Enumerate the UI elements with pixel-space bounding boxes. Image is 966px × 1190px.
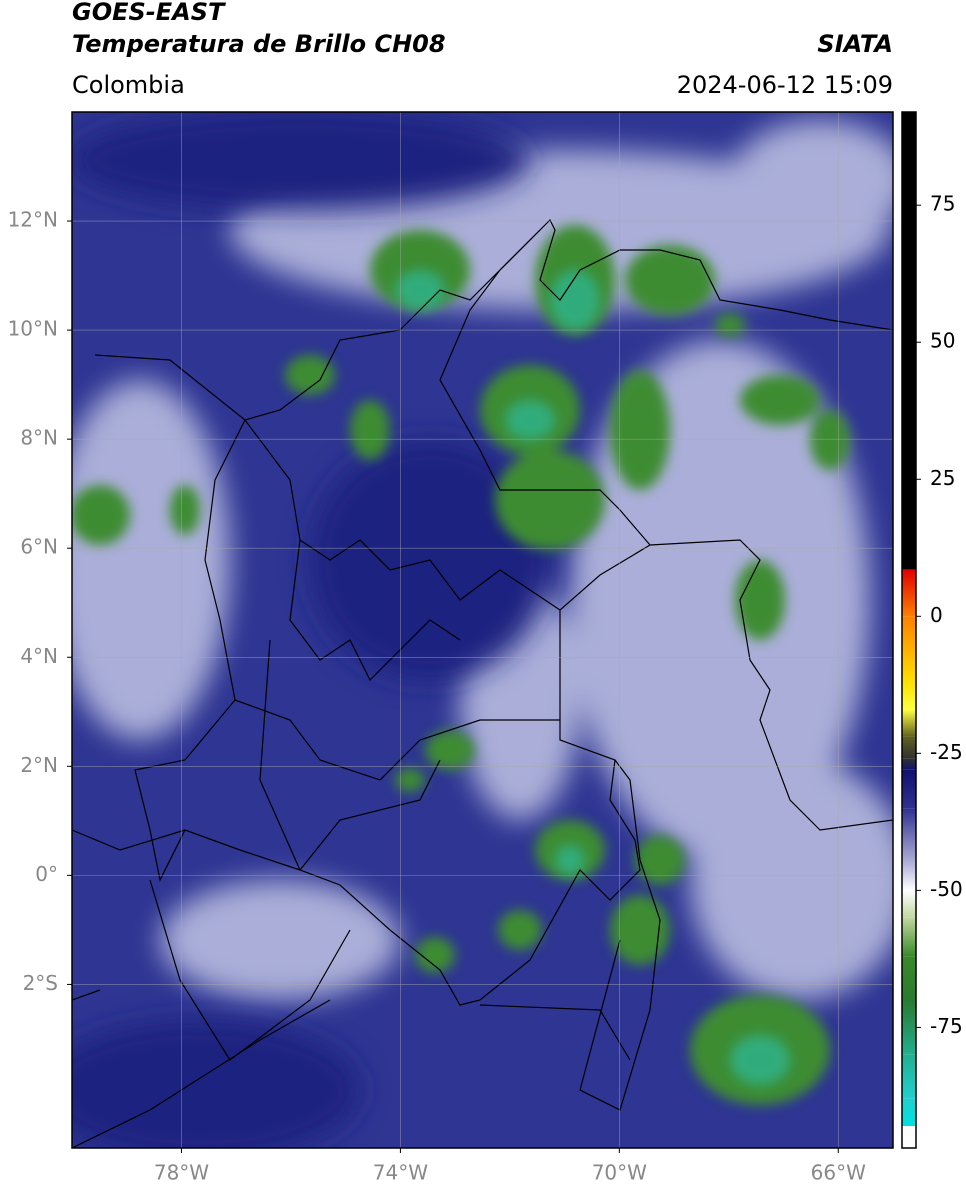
colorbar-segment xyxy=(902,956,916,1000)
y-tick-label: 2°N xyxy=(20,753,58,777)
y-tick-label: 0° xyxy=(35,862,58,886)
y-tick-label: 12°N xyxy=(8,208,58,232)
satellite-image xyxy=(72,112,893,1148)
colorbar-segment xyxy=(902,709,916,737)
colorbar-segment xyxy=(902,1126,916,1148)
y-tick-label: 8°N xyxy=(20,426,58,450)
colorbar-tick-label: -25 xyxy=(930,740,963,764)
x-tick-label: 74°W xyxy=(373,1161,428,1185)
colorbar-segment xyxy=(902,616,916,683)
y-tick-label: 6°N xyxy=(20,535,58,559)
colorbar-segment xyxy=(902,736,916,759)
colorbar-frame xyxy=(901,111,917,1149)
colorbar-tick-label: 75 xyxy=(930,192,955,216)
colorbar-segment xyxy=(902,917,916,957)
borders xyxy=(72,218,893,1148)
colorbar-segment xyxy=(902,1054,916,1099)
colorbar-segment xyxy=(902,890,916,918)
colorbar-segment xyxy=(902,112,916,570)
colorbar-segment xyxy=(902,1000,916,1055)
colorbar-segment xyxy=(902,758,916,770)
colorbar-tick-label: 25 xyxy=(930,466,955,490)
y-tick-label: 10°N xyxy=(8,317,58,341)
colorbar-tick-label: -50 xyxy=(930,877,963,901)
source: SIATA xyxy=(817,30,893,58)
map-frame xyxy=(71,111,894,1149)
y-tick-label: 2°S xyxy=(23,971,58,995)
colorbar-tick-label: 50 xyxy=(930,329,955,353)
colorbar-segment xyxy=(902,569,916,617)
colorbar-segment xyxy=(902,769,916,809)
region: Colombia xyxy=(72,71,185,99)
colorbar-tick-label: 0 xyxy=(930,603,943,627)
x-tick-label: 78°W xyxy=(154,1161,209,1185)
title: GOES-EAST xyxy=(72,0,226,26)
colorbar-segment xyxy=(902,808,916,863)
colorbar-segment xyxy=(902,682,916,710)
x-tick-label: 66°W xyxy=(811,1161,866,1185)
colorbar-segment xyxy=(902,1098,916,1127)
timestamp: 2024-06-12 15:09 xyxy=(677,71,893,99)
subtitle: Temperatura de Brillo CH08 xyxy=(72,30,446,58)
colorbar-tick-label: -75 xyxy=(930,1014,963,1038)
colorbar-segment xyxy=(902,862,916,891)
y-tick-label: 4°N xyxy=(20,644,58,668)
x-tick-label: 70°W xyxy=(592,1161,647,1185)
